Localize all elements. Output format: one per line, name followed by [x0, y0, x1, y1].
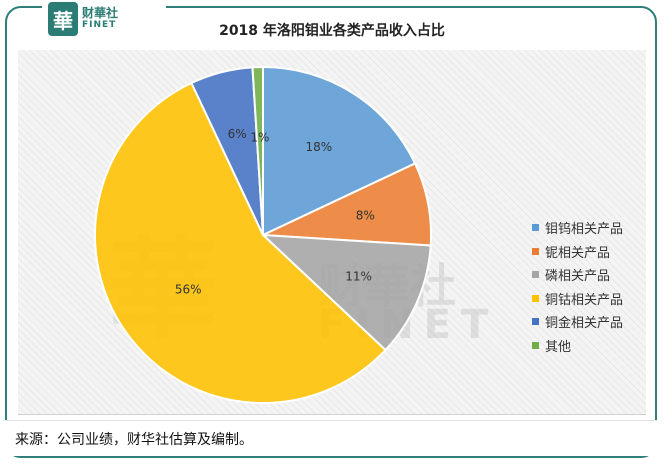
- legend-item-mo-w: 钼钨相关产品: [532, 216, 623, 240]
- logo-cn: 财華社: [82, 6, 119, 21]
- legend-swatch-niobium: [532, 247, 539, 255]
- legend-item-niobium: 铌相关产品: [532, 240, 623, 264]
- legend-label-niobium: 铌相关产品: [545, 245, 611, 261]
- plot-area: 華 财華社 FINET 18%8%11%56%6%1% 钼钨相关产品铌相关产品磷…: [18, 50, 646, 415]
- legend-item-cu-au: 铜金相关产品: [532, 310, 623, 334]
- pie-slice-cu-co: [94, 81, 387, 404]
- data-label-mo-w: 18%: [305, 140, 332, 154]
- legend-label-other: 其他: [545, 339, 572, 355]
- chart-title: 2018 年洛阳钼业各类产品收入占比: [219, 23, 445, 39]
- legend-item-phosphate: 磷相关产品: [532, 263, 623, 287]
- legend-label-cu-au: 铜金相关产品: [545, 316, 624, 332]
- legend-label-phosphate: 磷相关产品: [545, 269, 611, 285]
- finet-logo: 華 财華社 FINET: [42, 0, 166, 38]
- pie-slice-phosphate: [260, 233, 432, 352]
- legend-item-other: 其他: [532, 334, 623, 358]
- legend-swatch-cu-co: [532, 294, 539, 302]
- legend-swatch-mo-w: [532, 224, 539, 232]
- legend-swatch-other: [532, 341, 539, 349]
- logo-en: FINET: [82, 19, 117, 30]
- logo-mark: 華: [48, 2, 78, 36]
- source-note: 来源：公司业绩，财华社估算及编制。: [5, 420, 657, 456]
- data-label-cu-co: 56%: [175, 282, 202, 296]
- pie-chart: 18% 8% 11% 56% 6% 1%: [94, 65, 432, 404]
- pie-slice-other: [251, 65, 264, 236]
- legend-label-cu-co: 铜钴相关产品: [545, 292, 624, 308]
- legend-label-mo-w: 钼钨相关产品: [545, 222, 624, 238]
- pie-slice-mo-w: [262, 65, 417, 237]
- legend-swatch-phosphate: [532, 271, 539, 279]
- legend-item-cu-co: 铜钴相关产品: [532, 287, 623, 311]
- logo-text: 财華社 FINET: [82, 7, 118, 30]
- data-label-phosphate: 11%: [345, 269, 372, 283]
- legend-swatch-cu-au: [532, 318, 539, 326]
- data-label-niobium: 8%: [356, 208, 375, 222]
- legend: 钼钨相关产品 铌相关产品磷相关产品铜钴相关产品 铜金相关产品 其他: [532, 216, 623, 357]
- data-label-cu-au: 6%: [228, 127, 247, 141]
- data-label-other: 1%: [250, 131, 269, 145]
